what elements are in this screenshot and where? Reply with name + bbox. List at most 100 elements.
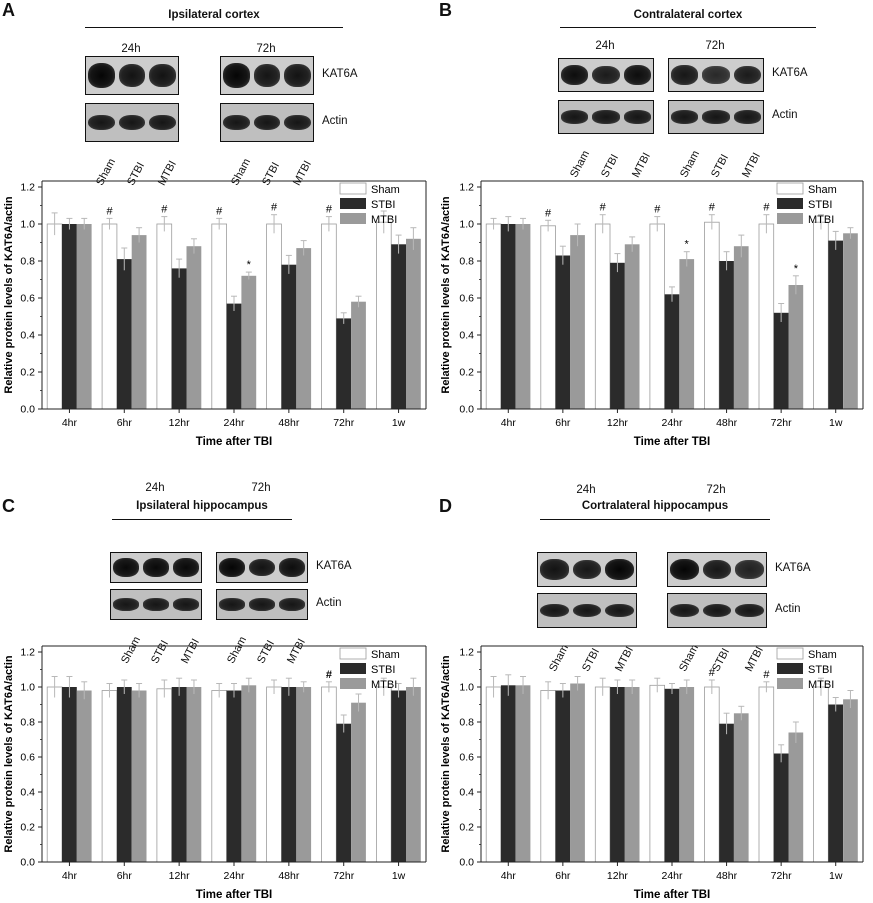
blot-band bbox=[702, 559, 732, 580]
bar-stbi bbox=[171, 268, 187, 409]
bar-stbi bbox=[555, 690, 571, 862]
blot-band bbox=[249, 558, 275, 577]
western-blot: 24h 72h KAT6A Actin Sham STBI MTBI Sham STBI MTBI bbox=[437, 452, 873, 674]
bar-stbi bbox=[336, 318, 352, 409]
legend-swatch-sham bbox=[339, 182, 367, 195]
significance-marker: # bbox=[271, 202, 278, 214]
y-axis-label: Relative protein levels of KAT6A/actin bbox=[440, 196, 452, 394]
blot-band bbox=[88, 114, 115, 131]
y-tick-label: 0.0 bbox=[20, 857, 35, 869]
bar-sham bbox=[211, 690, 228, 863]
panel-letter: C bbox=[2, 496, 15, 516]
blot-box-actin bbox=[216, 589, 308, 620]
bar-mtbi bbox=[679, 259, 695, 409]
blot-box-actin bbox=[220, 103, 314, 142]
bar-stbi bbox=[664, 688, 680, 863]
legend-label: STBI bbox=[371, 199, 395, 211]
blot-band bbox=[284, 114, 311, 131]
blot-band bbox=[118, 114, 146, 131]
significance-marker: # bbox=[326, 204, 333, 216]
blot-band bbox=[592, 110, 620, 124]
legend-label: STBI bbox=[808, 199, 832, 211]
x-axis-label: Time after TBI bbox=[634, 436, 710, 448]
blot-band bbox=[735, 560, 764, 579]
bar-stbi bbox=[391, 690, 406, 862]
bar-sham bbox=[704, 221, 720, 410]
bar-stbi bbox=[391, 244, 406, 409]
bar-stbi bbox=[226, 303, 242, 409]
x-tick-label: 48hr bbox=[278, 417, 300, 429]
y-tick-label: 0.6 bbox=[20, 293, 35, 305]
blot-band bbox=[623, 110, 651, 124]
y-tick-label: 1.0 bbox=[20, 219, 35, 231]
bar-stbi bbox=[773, 312, 789, 409]
legend-label: MTBI bbox=[371, 679, 397, 691]
timepoint-label: 72h bbox=[251, 482, 271, 494]
bar-sham bbox=[813, 686, 829, 863]
blot-title: Ipsilateral hippocampus bbox=[136, 500, 268, 512]
bar-stbi bbox=[773, 753, 789, 862]
x-tick-label: 6hr bbox=[117, 417, 133, 429]
bar-mtbi bbox=[186, 687, 202, 862]
western-blot: 24h 72h KAT6A Actin Sham STBI MTBI Sham STBI MTBI bbox=[0, 0, 436, 188]
y-tick-label: 0.4 bbox=[459, 787, 474, 799]
protein-label: KAT6A bbox=[322, 67, 358, 80]
legend-swatch-stbi bbox=[777, 198, 803, 209]
bar-sham bbox=[594, 686, 611, 863]
bar-sham bbox=[321, 686, 337, 863]
legend-swatch-sham bbox=[776, 182, 804, 195]
y-tick-label: 1.2 bbox=[459, 647, 474, 659]
bar-mtbi bbox=[570, 235, 585, 409]
bar-stbi bbox=[171, 687, 187, 862]
blot-band bbox=[223, 114, 250, 131]
bar-mtbi bbox=[624, 687, 640, 862]
blot-band bbox=[702, 603, 732, 618]
x-tick-label: 48hr bbox=[278, 870, 300, 882]
blot-band bbox=[671, 65, 699, 85]
bar-mtbi bbox=[296, 248, 312, 409]
bar-sham bbox=[540, 225, 556, 410]
legend-label: MTBI bbox=[371, 214, 397, 226]
legend-swatch-stbi bbox=[777, 663, 803, 674]
bar-sham bbox=[156, 688, 173, 863]
bar-stbi bbox=[610, 687, 625, 862]
bar-mtbi bbox=[76, 224, 92, 409]
panel-c: C Ipsilateral hippocampus 24h 72h KAT6A Act… bbox=[0, 452, 436, 903]
y-axis-label: Relative protein levels of KAT6A/actin bbox=[3, 196, 15, 394]
bar-sham bbox=[594, 223, 611, 410]
blot-box-kat6a bbox=[537, 552, 637, 587]
bar-mtbi bbox=[843, 233, 858, 410]
panel-letter: B bbox=[439, 0, 452, 20]
bar-mtbi bbox=[351, 702, 366, 862]
bar-chart: # # # # # * 0.0 0.2 0.4 0.6 0.8 1.0 1.2 4hr 6hr 12hr 24h… bbox=[3, 180, 427, 448]
blot-band bbox=[605, 558, 634, 581]
blot-box-actin bbox=[537, 593, 637, 628]
bar-sham bbox=[649, 684, 665, 863]
y-tick-label: 0.0 bbox=[459, 404, 474, 416]
x-tick-label: 72hr bbox=[771, 417, 793, 429]
blot-box-kat6a bbox=[110, 552, 202, 583]
x-axis-label: Time after TBI bbox=[634, 889, 710, 901]
bar-stbi bbox=[719, 261, 734, 409]
legend-label: Sham bbox=[808, 649, 837, 661]
legend-swatch-mtbi bbox=[777, 678, 803, 689]
bar-sham bbox=[156, 223, 173, 410]
blot-band bbox=[219, 558, 245, 577]
legend-swatch-stbi bbox=[340, 198, 366, 209]
blot-band bbox=[149, 64, 176, 87]
legend-label: Sham bbox=[371, 184, 400, 196]
bar-chart: #0.0 0.2 0.4 0.6 0.8 1.0 1.2 4hr 6hr 12hr 24hr 48hr… bbox=[3, 645, 427, 901]
y-axis-label: Relative protein levels of KAT6A/actin bbox=[3, 655, 15, 853]
bar-mtbi bbox=[351, 301, 366, 409]
bar-stbi bbox=[500, 224, 516, 409]
bar-mtbi bbox=[515, 685, 531, 863]
y-tick-label: 0.2 bbox=[20, 822, 35, 834]
y-axis-label: Relative protein levels of KAT6A/actin bbox=[440, 655, 452, 853]
blot-band bbox=[671, 110, 699, 124]
bar-mtbi bbox=[679, 687, 695, 862]
legend-swatch-sham bbox=[339, 647, 367, 660]
x-tick-label: 48hr bbox=[716, 417, 738, 429]
bar-stbi bbox=[62, 224, 77, 409]
y-tick-label: 1.2 bbox=[20, 182, 35, 194]
significance-marker: # bbox=[763, 202, 770, 214]
